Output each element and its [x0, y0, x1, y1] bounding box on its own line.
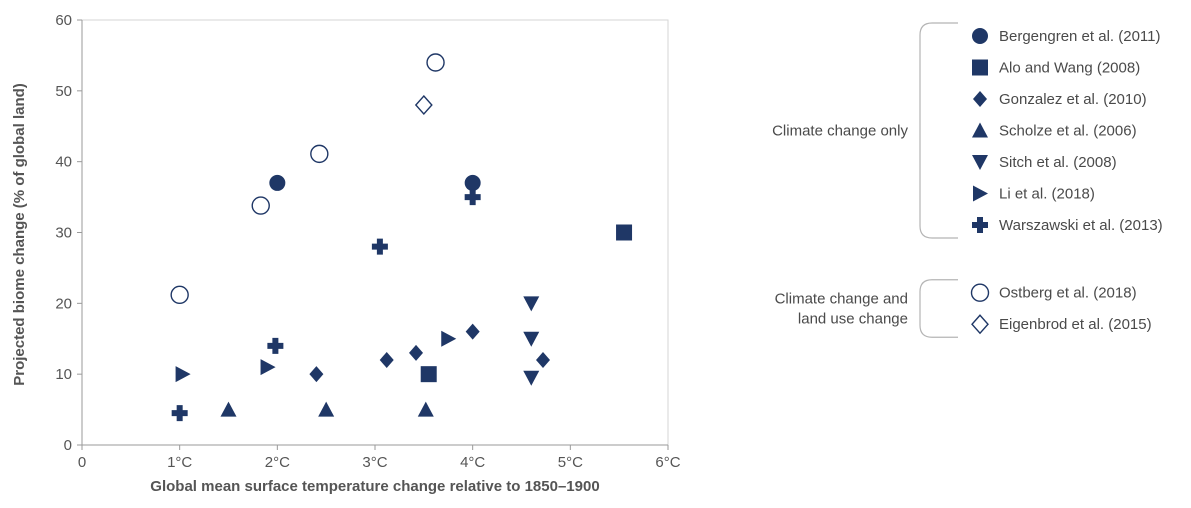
- legend-group-bracket: [919, 22, 958, 239]
- data-point: [379, 352, 394, 368]
- data-point: [426, 53, 445, 72]
- data-point: [269, 174, 286, 191]
- legend-group-label: Climate change and: [775, 290, 908, 307]
- x-tick-label: 0: [78, 454, 86, 471]
- legend-group-label: Climate change only: [772, 123, 908, 140]
- data-point: [409, 344, 424, 361]
- x-tick-label: 5°C: [558, 454, 583, 471]
- data-point: [171, 405, 188, 422]
- legend-label: Scholze et al. (2006): [999, 123, 1137, 140]
- legend-group-label: land use change: [798, 310, 908, 327]
- y-tick-label: 40: [55, 154, 72, 171]
- y-tick-label: 10: [55, 366, 72, 383]
- data-point: [464, 189, 481, 206]
- legend-marker: [972, 59, 988, 76]
- legend-label: Li et al. (2018): [999, 186, 1095, 203]
- legend: Bergengren et al. (2011) Alo and Wang (20…: [772, 22, 1163, 338]
- data-point: [170, 285, 189, 305]
- data-point: [309, 366, 324, 383]
- x-tick-label: 4°C: [460, 454, 485, 471]
- x-axis-title: Global mean surface temperature change r…: [150, 478, 599, 495]
- data-point: [616, 224, 633, 241]
- y-tick-label: 60: [55, 12, 72, 29]
- legend-marker: [972, 217, 988, 233]
- x-tick-label: 2°C: [265, 454, 290, 471]
- data-point: [523, 331, 540, 347]
- data-point: [464, 174, 481, 191]
- legend-label: Alo and Wang (2008): [999, 60, 1140, 77]
- plot-frame: [81, 19, 669, 446]
- x-tick-label: 3°C: [362, 454, 387, 471]
- data-point: [371, 238, 388, 255]
- legend-marker: [973, 185, 988, 202]
- legend-group-bracket: [919, 279, 958, 338]
- data-point: [251, 196, 270, 215]
- data-point: [414, 94, 433, 116]
- data-point: [420, 366, 437, 383]
- y-tick-label: 20: [55, 295, 72, 312]
- data-point: [441, 330, 457, 347]
- data-point: [535, 352, 550, 368]
- plot-area: 0 1°C 2°C 3°C 4°C 5°C 6°C 0 10 20 30 40 50 60 Global m…: [11, 12, 681, 495]
- legend-marker: [971, 314, 989, 335]
- legend-marker: [972, 28, 988, 44]
- legend-label: Sitch et al. (2008): [999, 154, 1117, 171]
- data-point: [523, 370, 540, 386]
- y-axis-title: Projected biome change (% of global land…: [11, 83, 28, 386]
- legend-label: Bergengren et al. (2011): [999, 28, 1161, 45]
- data-point: [318, 401, 335, 417]
- y-tick-label: 50: [55, 83, 72, 100]
- legend-label: Warszawski et al. (2013): [999, 217, 1163, 234]
- data-point: [260, 359, 276, 376]
- legend-marker: [973, 91, 987, 107]
- data-point: [267, 337, 284, 354]
- x-tick-label: 1°C: [167, 454, 192, 471]
- legend-label: Eigenbrod et al. (2015): [999, 316, 1152, 333]
- data-point: [523, 296, 540, 312]
- data-point: [465, 323, 480, 340]
- data-point: [175, 366, 191, 383]
- y-tick-label: 0: [64, 437, 72, 454]
- data-point: [310, 144, 329, 164]
- data-point: [417, 401, 434, 417]
- y-tick-label: 30: [55, 225, 72, 242]
- legend-marker: [972, 155, 988, 170]
- legend-label: Gonzalez et al. (2010): [999, 91, 1147, 108]
- x-tick-label: 6°C: [655, 454, 680, 471]
- legend-marker: [970, 283, 990, 302]
- legend-label: Ostberg et al. (2018): [999, 285, 1137, 302]
- legend-marker: [972, 122, 988, 138]
- data-point: [220, 401, 237, 417]
